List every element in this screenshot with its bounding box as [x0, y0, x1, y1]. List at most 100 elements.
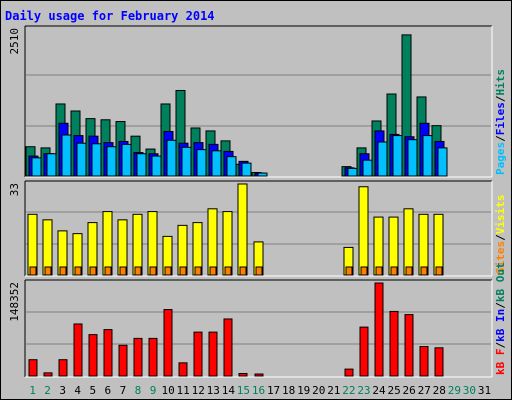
legend-item: kB Out — [494, 262, 507, 302]
x-tick-label: 15 — [237, 384, 250, 397]
legend-middle: Sites/Visits — [494, 195, 507, 275]
panel-kbytes: 148352 — [8, 279, 493, 378]
bar-visits-day-14 — [222, 211, 233, 276]
x-tick-label: 6 — [105, 384, 112, 397]
bar-sites-day-4 — [74, 266, 82, 276]
bar-kb-f-day-5 — [88, 334, 98, 377]
bar-sites-day-13 — [209, 266, 217, 276]
legend-separator: / — [494, 95, 507, 102]
bar-pages-day-7 — [121, 143, 132, 177]
bar-kb-f-day-27 — [419, 346, 429, 377]
bar-kb-f-day-11 — [178, 362, 188, 377]
bar-pages-day-23 — [362, 159, 373, 177]
x-tick-label: 23 — [357, 384, 370, 397]
legend-separator: / — [494, 234, 507, 241]
bar-pages-day-9 — [151, 155, 162, 177]
bar-pages-day-16 — [257, 172, 268, 177]
bar-kb-f-day-15 — [238, 372, 248, 377]
legend-top: Pages/Files/Hits — [494, 69, 507, 175]
legend-separator: / — [494, 135, 507, 142]
bar-kb-f-day-6 — [103, 329, 113, 377]
bar-kb-f-day-25 — [389, 310, 399, 377]
bar-kb-f-day-23 — [359, 326, 369, 377]
bar-visits-day-26 — [403, 208, 414, 276]
x-tick-label: 20 — [312, 384, 325, 397]
bar-sites-day-11 — [179, 266, 187, 276]
bar-kb-f-day-13 — [208, 331, 218, 377]
bar-kb-f-day-10 — [163, 309, 173, 377]
bar-kb-f-day-14 — [223, 318, 233, 377]
bar-sites-day-5 — [89, 266, 97, 276]
x-tick-label: 9 — [150, 384, 157, 397]
legend-item: kB F — [494, 349, 507, 376]
bar-kb-f-day-28 — [434, 347, 444, 377]
x-tick-label: 7 — [120, 384, 127, 397]
x-tick-label: 12 — [192, 384, 205, 397]
x-tick-label: 22 — [342, 384, 355, 397]
x-tick-label: 31 — [478, 384, 491, 397]
bar-sites-day-12 — [194, 266, 202, 276]
bar-kb-f-day-3 — [58, 359, 68, 377]
bar-kb-f-day-16 — [254, 373, 264, 377]
x-tick-label: 30 — [463, 384, 476, 397]
x-tick-label: 29 — [448, 384, 461, 397]
bar-pages-day-14 — [226, 156, 237, 177]
bar-kb-f-day-22 — [344, 368, 354, 377]
x-tick-label: 24 — [372, 384, 386, 397]
bar-visits-day-28 — [433, 213, 444, 276]
legend-item: Files — [494, 102, 507, 135]
plot-area — [25, 280, 492, 377]
bar-sites-day-6 — [104, 266, 112, 276]
bar-visits-day-15 — [237, 183, 248, 276]
x-tick-label: 25 — [387, 384, 400, 397]
x-tick-label: 10 — [161, 384, 174, 397]
bar-pages-day-3 — [61, 134, 72, 177]
legend-item: Hits — [494, 69, 507, 96]
bar-sites-day-9 — [149, 266, 157, 276]
bar-kb-f-day-7 — [118, 344, 128, 377]
x-tick-label: 26 — [403, 384, 416, 397]
bar-sites-day-25 — [390, 266, 398, 276]
bar-pages-day-22 — [347, 167, 358, 177]
x-tick-label: 19 — [297, 384, 310, 397]
bar-pages-day-15 — [241, 162, 252, 177]
y-max-label: 2510 — [8, 28, 21, 55]
bar-visits-day-13 — [207, 208, 218, 276]
x-tick-label: 11 — [177, 384, 190, 397]
bar-pages-day-25 — [392, 135, 403, 177]
bar-sites-day-26 — [405, 266, 413, 276]
bar-visits-day-1 — [27, 213, 38, 276]
bar-pages-day-12 — [196, 149, 207, 177]
bar-visits-day-6 — [102, 211, 113, 276]
bar-pages-day-13 — [211, 150, 222, 177]
legend-item: Pages — [494, 142, 507, 175]
bar-visits-day-24 — [373, 216, 384, 276]
x-tick-label: 13 — [207, 384, 220, 397]
bar-pages-day-26 — [407, 139, 418, 177]
bar-visits-day-27 — [418, 213, 429, 276]
y-max-label: 33 — [8, 183, 21, 196]
legend-item: kB In — [494, 309, 507, 342]
bar-sites-day-3 — [59, 266, 67, 276]
legend-bottom: kB F/kB In/kB Out — [494, 262, 507, 375]
bar-visits-day-9 — [147, 211, 158, 276]
bar-pages-day-27 — [422, 135, 433, 177]
bar-kb-f-day-12 — [193, 331, 203, 377]
bar-pages-day-5 — [91, 143, 102, 177]
bar-sites-day-8 — [134, 266, 142, 276]
bar-pages-day-24 — [377, 141, 388, 177]
bar-sites-day-23 — [360, 266, 368, 276]
bar-sites-day-15 — [239, 266, 247, 276]
bar-kb-f-day-4 — [73, 323, 83, 377]
x-tick-label: 2 — [44, 384, 51, 397]
y-max-label: 148352 — [8, 282, 21, 322]
x-tick-label: 5 — [89, 384, 96, 397]
bar-sites-day-22 — [345, 266, 353, 276]
legend-separator: / — [494, 342, 507, 349]
bar-pages-day-11 — [181, 146, 192, 177]
bar-kb-f-day-8 — [133, 337, 143, 377]
bar-sites-day-28 — [435, 266, 443, 276]
bar-pages-day-10 — [166, 139, 177, 177]
bar-sites-day-2 — [44, 266, 52, 276]
